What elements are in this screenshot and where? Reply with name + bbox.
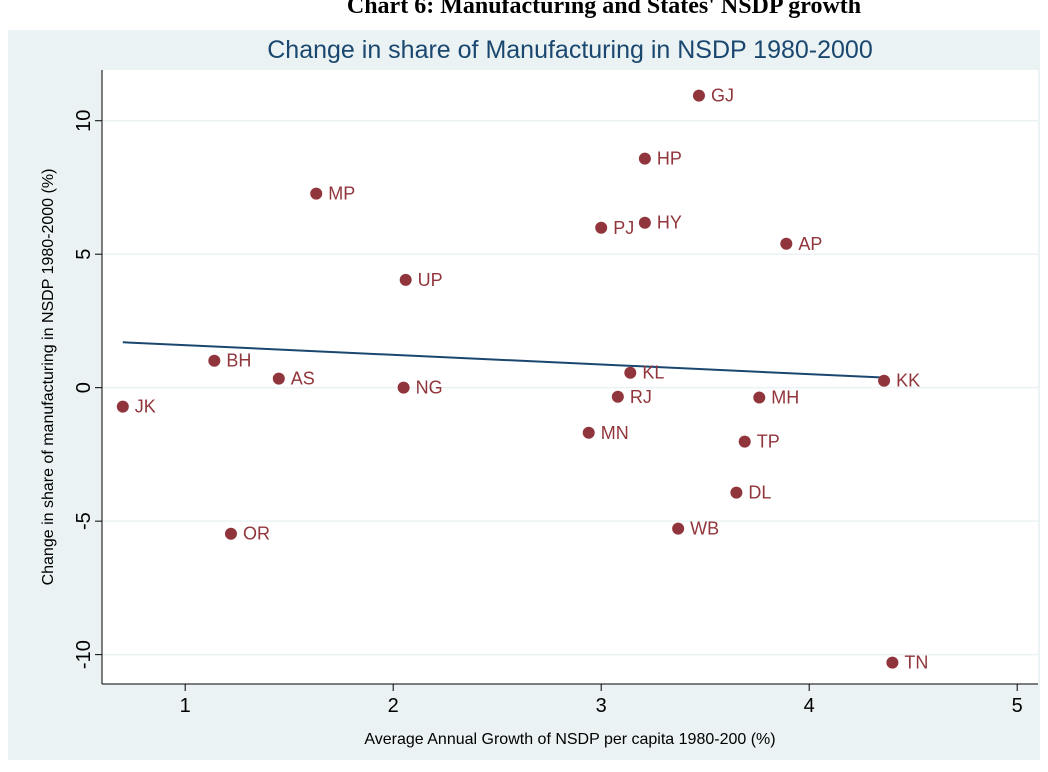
point-label: NG — [416, 378, 443, 398]
point-label: MH — [771, 388, 799, 408]
point-label: UP — [418, 270, 443, 290]
y-tick-label: 10 — [73, 110, 95, 132]
point-label: JK — [135, 397, 156, 417]
point-label: KL — [642, 363, 664, 383]
x-tick-label: 1 — [180, 695, 191, 717]
point — [878, 374, 891, 387]
point-label: GJ — [711, 86, 734, 106]
point-label: WB — [690, 519, 719, 539]
point — [753, 391, 766, 404]
x-tick-label: 4 — [804, 695, 815, 717]
point-label: KK — [896, 371, 920, 391]
chart-title: Change in share of Manufacturing in NSDP… — [267, 36, 872, 64]
point-label: HY — [657, 213, 682, 233]
point — [638, 216, 651, 229]
point — [672, 522, 685, 535]
point — [624, 366, 637, 379]
point — [582, 426, 595, 439]
fit-line — [122, 341, 889, 379]
point — [611, 390, 624, 403]
point — [780, 237, 793, 250]
point-label: DL — [748, 483, 771, 503]
point-label: OR — [243, 524, 270, 544]
point-label: HP — [657, 149, 682, 169]
point-label: BH — [226, 351, 251, 371]
point — [208, 354, 221, 367]
point-label: TN — [904, 653, 928, 673]
point — [738, 435, 751, 448]
x-tick-label: 3 — [596, 695, 607, 717]
x-tick-label: 5 — [1012, 695, 1023, 717]
point — [272, 372, 285, 385]
page-heading: Chart 6: Manufacturing and States' NSDP … — [347, 0, 861, 19]
point-label: TP — [757, 432, 780, 452]
x-axis-title: Average Annual Growth of NSDP per capita… — [364, 731, 775, 748]
point-label: RJ — [630, 387, 652, 407]
point — [886, 656, 899, 669]
point — [116, 400, 129, 413]
point-label: PJ — [613, 218, 634, 238]
point — [310, 187, 323, 200]
point-label: AS — [291, 369, 315, 389]
point — [399, 273, 412, 286]
point-label: MN — [601, 423, 629, 443]
point-label: MP — [328, 184, 355, 204]
point — [692, 89, 705, 102]
y-tick-label: -10 — [73, 640, 95, 669]
point — [730, 486, 743, 499]
point-label: AP — [798, 234, 822, 254]
y-tick-label: 5 — [73, 249, 95, 260]
point — [397, 381, 410, 394]
point — [638, 152, 651, 165]
y-tick-label: 0 — [73, 382, 95, 393]
point — [595, 221, 608, 234]
y-tick-label: -5 — [73, 512, 95, 530]
y-axis-title: Change in share of manufacturing in NSDP… — [40, 169, 57, 586]
x-tick-label: 2 — [388, 695, 399, 717]
point — [224, 527, 237, 540]
